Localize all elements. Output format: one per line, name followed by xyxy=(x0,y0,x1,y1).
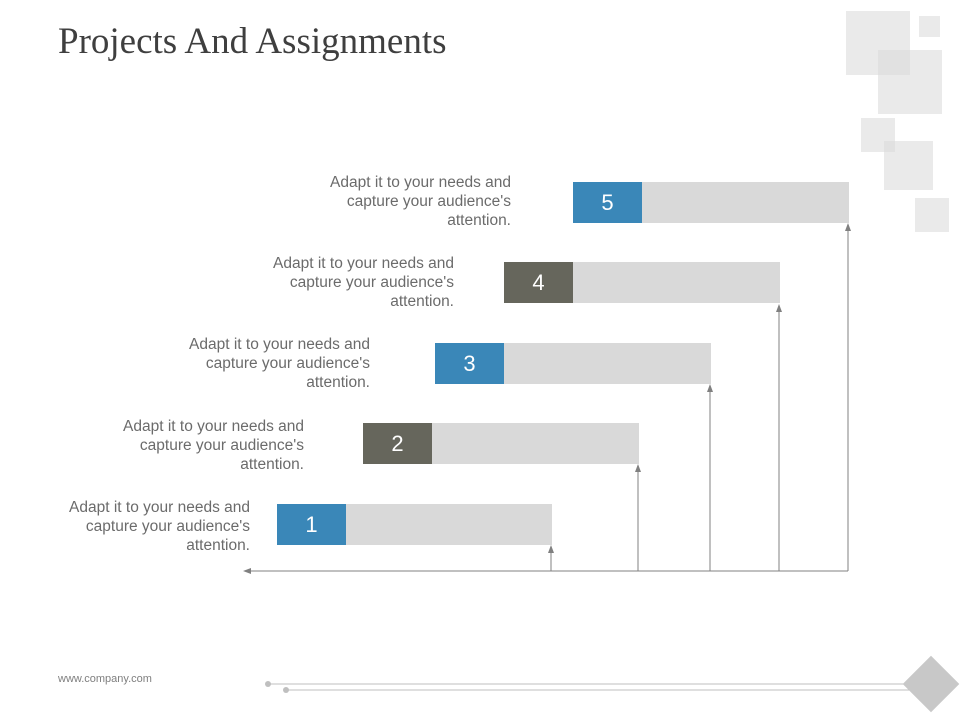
step-2-number: 2 xyxy=(363,423,432,464)
decorative-square xyxy=(919,16,940,37)
step-5-number: 5 xyxy=(573,182,642,223)
step-4-label: Adapt it to your needs and capture your … xyxy=(273,255,454,310)
step-1-number: 1 xyxy=(277,504,346,545)
page-title: Projects And Assignments xyxy=(58,21,447,62)
decorative-square xyxy=(884,141,933,190)
step-4-number: 4 xyxy=(504,262,573,303)
step-3-bar: 3 xyxy=(435,343,711,384)
step-3-label: Adapt it to your needs and capture your … xyxy=(189,336,370,391)
step-4-bar: 4 xyxy=(504,262,780,303)
step-2-label: Adapt it to your needs and capture your … xyxy=(123,418,304,473)
step-5-label: Adapt it to your needs and capture your … xyxy=(330,174,511,229)
step-1-bar: 1 xyxy=(277,504,552,545)
step-5-bar: 5 xyxy=(573,182,849,223)
step-2-bar: 2 xyxy=(363,423,639,464)
step-1-label: Adapt it to your needs and capture your … xyxy=(69,499,250,554)
step-3-number: 3 xyxy=(435,343,504,384)
decorative-square xyxy=(878,50,942,114)
footer-url: www.company.com xyxy=(58,673,152,685)
decorative-square xyxy=(915,198,949,232)
